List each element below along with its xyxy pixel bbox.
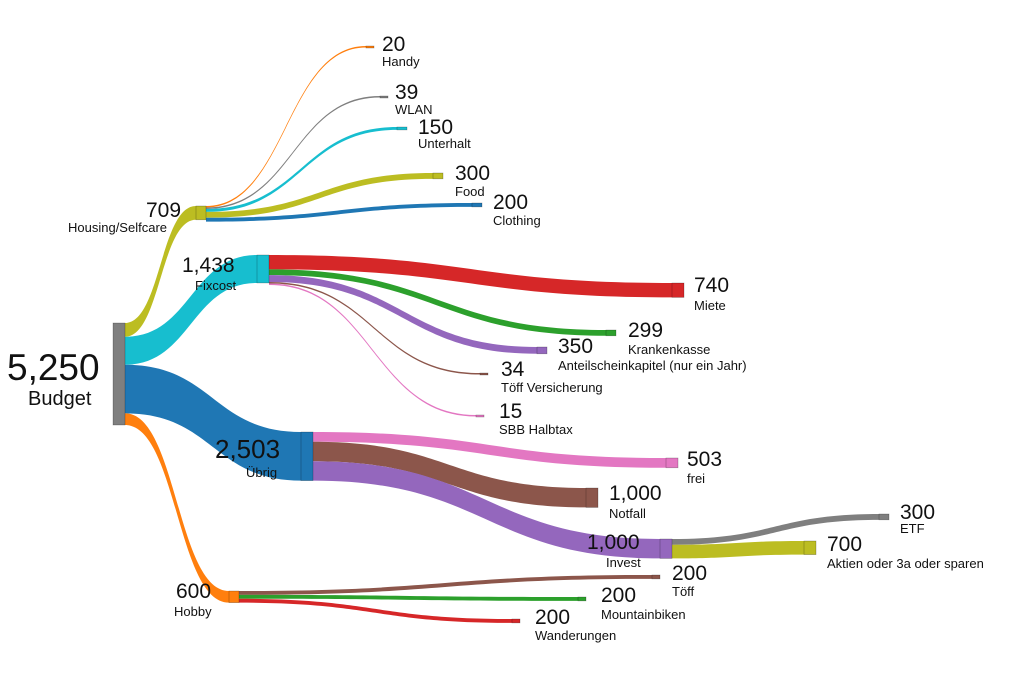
node-notfall — [585, 487, 599, 508]
node-label-anteil: Anteilscheinkapitel (nur ein Jahr) — [558, 358, 747, 373]
node-sbb — [475, 414, 485, 418]
node-label-food: Food — [455, 184, 485, 199]
link-budget-hobby — [125, 413, 229, 603]
node-wander — [511, 618, 521, 624]
value-label-budget: 5,250 — [7, 347, 100, 388]
node-clothing — [471, 202, 483, 208]
node-label-wander: Wanderungen — [535, 628, 616, 643]
node-frei — [665, 457, 679, 469]
value-label-unterhalt: 150 — [418, 116, 453, 139]
node-label-aktien: Aktien oder 3a oder sparen — [827, 556, 984, 571]
node-mountain — [577, 596, 587, 602]
node-label-krankenkasse: Krankenkasse — [628, 342, 710, 357]
value-label-frei: 503 — [687, 448, 722, 471]
node-miete — [671, 282, 685, 298]
node-label-frei: frei — [687, 471, 705, 486]
node-uebrig — [300, 431, 314, 481]
node-label-clothing: Clothing — [493, 213, 541, 228]
link-uebrig-notfall — [313, 441, 586, 508]
node-toeffvers — [479, 372, 489, 376]
node-wlan — [379, 95, 389, 99]
value-label-toeff: 200 — [672, 562, 707, 585]
link-housing-food — [206, 173, 433, 218]
node-label-wlan: WLAN — [395, 102, 433, 117]
node-etf — [878, 513, 890, 521]
node-label-toeffvers: Töff Versicherung — [501, 380, 603, 395]
node-label-unterhalt: Unterhalt — [418, 136, 471, 151]
node-hobby — [228, 590, 240, 603]
node-food — [432, 172, 444, 180]
link-budget-uebrig — [125, 364, 301, 481]
value-label-uebrig: 2,503 — [215, 434, 280, 464]
node-budget — [112, 322, 126, 426]
value-label-invest: 1,000 — [587, 531, 640, 554]
node-fixcost — [256, 254, 270, 284]
node-label-invest: Invest — [606, 555, 641, 570]
link-fixcost-anteil — [269, 275, 537, 354]
node-label-budget: Budget — [28, 388, 92, 410]
link-housing-unterhalt — [206, 127, 397, 212]
value-label-krankenkasse: 299 — [628, 319, 663, 342]
node-label-etf: ETF — [900, 521, 925, 536]
link-fixcost-miete — [269, 255, 672, 298]
node-krankenkasse — [605, 329, 617, 337]
link-invest-etf — [672, 514, 879, 545]
link-housing-handy — [206, 46, 366, 208]
link-invest-aktien — [672, 541, 804, 559]
link-fixcost-krankenkasse — [269, 269, 606, 336]
node-label-uebrig: Übrig — [246, 465, 277, 480]
value-label-aktien: 700 — [827, 533, 862, 556]
node-aktien — [803, 540, 817, 555]
value-label-clothing: 200 — [493, 191, 528, 214]
node-anteil — [536, 346, 548, 355]
link-fixcost-sbb — [269, 283, 476, 417]
link-fixcost-toeffvers — [269, 281, 480, 375]
value-label-wander: 200 — [535, 606, 570, 629]
node-label-housing: Housing/Selfcare — [68, 220, 167, 235]
value-label-etf: 300 — [900, 501, 935, 524]
node-label-notfall: Notfall — [609, 506, 646, 521]
node-label-mountain: Mountainbiken — [601, 607, 686, 622]
value-label-food: 300 — [455, 162, 490, 185]
value-label-fixcost: 1,438 — [182, 254, 235, 277]
link-uebrig-invest — [313, 461, 660, 559]
link-uebrig-frei — [313, 432, 666, 468]
node-label-fixcost: Fixcost — [195, 278, 237, 293]
value-label-hobby: 600 — [176, 580, 211, 603]
sankey-links — [125, 46, 879, 623]
link-budget-housing — [125, 206, 196, 337]
node-label-handy: Handy — [382, 54, 420, 69]
node-label-miete: Miete — [694, 298, 726, 313]
node-label-hobby: Hobby — [174, 604, 212, 619]
sankey-nodes — [112, 45, 890, 624]
node-toeff — [651, 574, 661, 580]
node-label-toeff: Töff — [672, 584, 695, 599]
link-hobby-wander — [239, 598, 512, 623]
node-label-sbb: SBB Halbtax — [499, 422, 573, 437]
node-housing — [195, 205, 207, 221]
link-housing-clothing — [206, 203, 472, 222]
value-label-sbb: 15 — [499, 400, 522, 423]
link-housing-wlan — [206, 96, 380, 209]
value-label-notfall: 1,000 — [609, 482, 662, 505]
value-label-miete: 740 — [694, 274, 729, 297]
value-label-toeffvers: 34 — [501, 358, 525, 381]
node-invest — [659, 538, 673, 559]
value-label-wlan: 39 — [395, 81, 418, 104]
value-label-housing: 709 — [146, 199, 181, 222]
node-unterhalt — [396, 126, 408, 131]
value-label-mountain: 200 — [601, 584, 636, 607]
value-label-handy: 20 — [382, 33, 405, 56]
value-label-anteil: 350 — [558, 335, 593, 358]
link-hobby-toeff — [239, 575, 652, 595]
node-handy — [365, 45, 375, 49]
link-budget-fixcost — [125, 255, 257, 365]
link-hobby-mountain — [239, 594, 578, 601]
